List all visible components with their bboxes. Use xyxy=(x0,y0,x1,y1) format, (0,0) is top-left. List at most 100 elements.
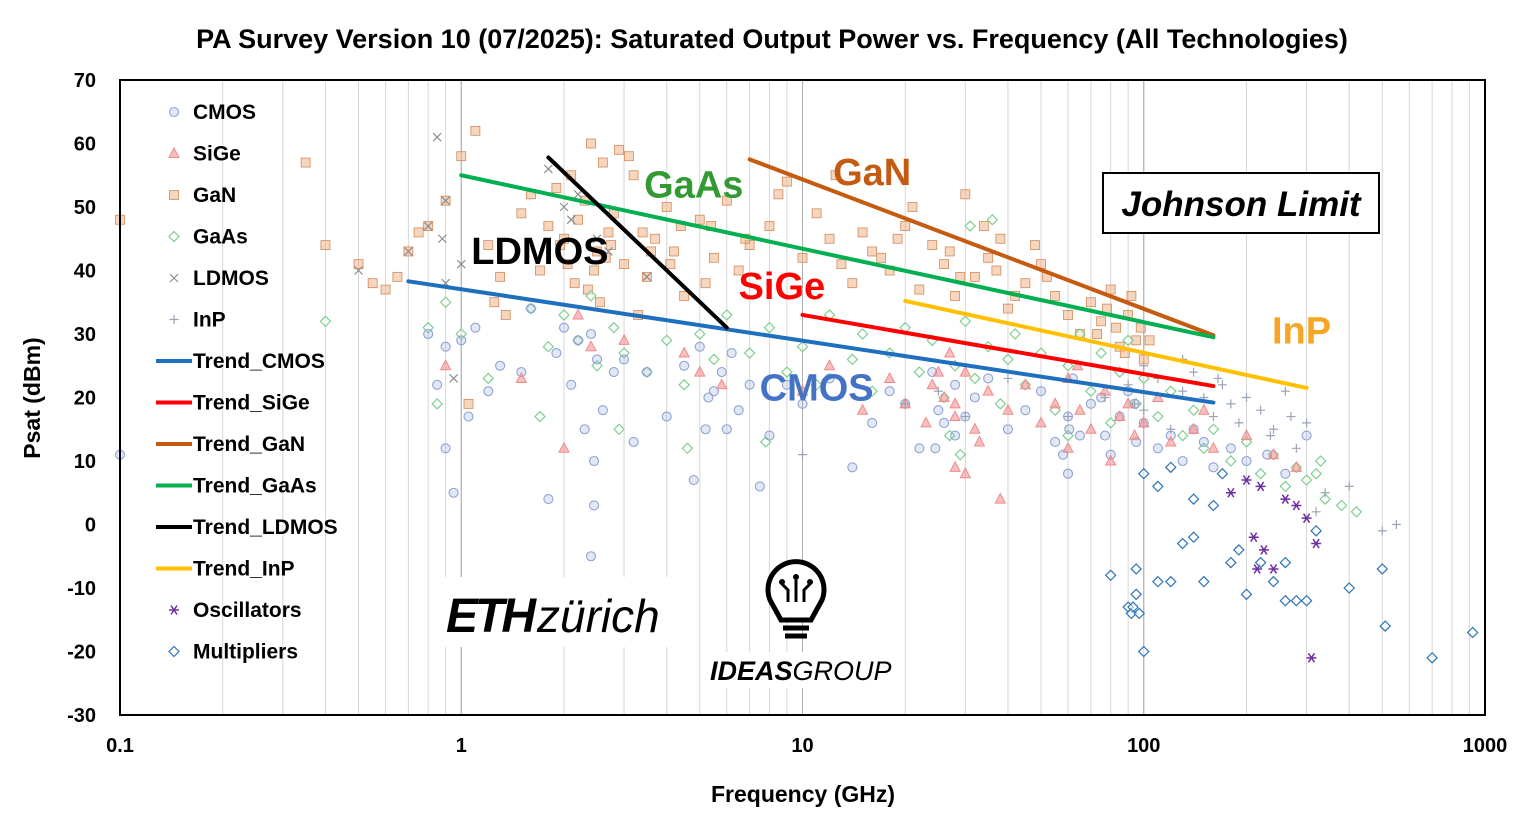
legend-label: InP xyxy=(193,309,226,332)
data-point xyxy=(1267,575,1280,588)
data-point xyxy=(619,354,630,365)
eth-logo: ETHzürich xyxy=(437,577,680,647)
data-point xyxy=(319,315,332,328)
data-point xyxy=(624,151,634,162)
data-point xyxy=(642,272,652,282)
data-point xyxy=(618,333,630,345)
series-ldmos xyxy=(354,132,652,383)
data-point xyxy=(423,221,433,231)
series-annotation: CMOS xyxy=(760,368,874,410)
data-point xyxy=(543,164,553,174)
x-tick-label: 1000 xyxy=(1463,735,1508,757)
data-point xyxy=(1050,290,1061,301)
data-point xyxy=(534,265,545,276)
data-point xyxy=(515,371,528,383)
data-point xyxy=(1111,322,1122,333)
y-axis-label: Psat (dBm) xyxy=(19,337,45,458)
data-point xyxy=(607,321,620,334)
data-point xyxy=(1133,607,1146,620)
data-point xyxy=(764,221,775,231)
legend-marker xyxy=(168,146,180,158)
series-gaas xyxy=(319,213,1363,518)
data-point xyxy=(846,353,859,366)
data-point xyxy=(693,328,706,340)
series-annotation: SiGe xyxy=(739,266,826,308)
data-point xyxy=(1240,429,1253,441)
data-point xyxy=(1049,397,1061,409)
data-point xyxy=(1100,393,1110,402)
data-point xyxy=(1207,499,1220,512)
data-point xyxy=(1176,429,1189,442)
x-tick-label: 0.1 xyxy=(106,735,134,757)
data-point xyxy=(1320,488,1330,498)
data-point xyxy=(960,189,971,200)
data-point xyxy=(694,341,705,352)
data-point xyxy=(1208,412,1218,422)
data-point xyxy=(1377,526,1387,536)
data-point xyxy=(1139,361,1149,371)
trend-line xyxy=(903,298,1309,390)
data-point xyxy=(1280,386,1290,396)
data-point xyxy=(650,233,661,244)
x-tick-label: 10 xyxy=(791,735,813,757)
data-point xyxy=(1002,403,1014,415)
data-point xyxy=(367,278,378,289)
data-point xyxy=(688,474,699,486)
data-point xyxy=(830,170,841,181)
data-point xyxy=(1198,436,1209,448)
data-point xyxy=(1126,290,1137,301)
data-point xyxy=(1074,430,1085,441)
data-point xyxy=(1197,575,1210,588)
data-point xyxy=(441,196,451,206)
data-point xyxy=(892,233,903,244)
data-point xyxy=(1130,588,1142,601)
data-point xyxy=(566,379,577,390)
legend-item: GaN xyxy=(169,184,236,207)
data-point xyxy=(495,360,506,371)
data-point xyxy=(811,208,822,219)
data-point xyxy=(1085,422,1097,434)
data-point xyxy=(1187,531,1200,544)
data-point xyxy=(579,424,590,435)
data-point xyxy=(470,125,481,136)
data-point xyxy=(589,500,600,511)
data-point xyxy=(867,417,878,428)
legend-label: Trend_GaAs xyxy=(193,475,317,498)
data-point xyxy=(1035,416,1047,428)
data-point xyxy=(797,398,808,409)
data-point xyxy=(969,271,980,282)
lightbulb-icon xyxy=(765,559,827,639)
data-point xyxy=(482,372,495,385)
data-point xyxy=(456,151,467,162)
data-point xyxy=(1256,405,1266,415)
data-point xyxy=(1213,373,1223,383)
data-point xyxy=(1241,475,1252,485)
legend-item: GaAs xyxy=(168,226,248,249)
data-point xyxy=(1176,537,1189,550)
y-tick-labels: 70 60 50 40 30 20 10 0 -10 -20 -30 xyxy=(67,70,96,727)
data-point xyxy=(613,423,625,436)
data-point xyxy=(320,240,331,251)
data-point xyxy=(1062,468,1074,479)
data-point xyxy=(950,430,961,441)
data-point xyxy=(558,309,570,321)
data-point xyxy=(1164,435,1177,447)
trend-line xyxy=(800,312,1216,389)
data-point xyxy=(591,354,603,365)
data-point xyxy=(1003,373,1013,383)
data-point xyxy=(1300,474,1313,486)
data-point xyxy=(1208,462,1219,473)
data-point xyxy=(1265,431,1275,441)
data-point xyxy=(991,265,1002,276)
data-point xyxy=(866,385,879,397)
data-point xyxy=(726,347,737,359)
data-point xyxy=(978,221,989,231)
data-point xyxy=(665,259,676,270)
data-point xyxy=(392,271,403,282)
data-point xyxy=(569,278,580,289)
x-tick-labels: 0.1 1 10 100 1000 xyxy=(106,735,1507,757)
x-tick-label: 1 xyxy=(456,735,467,757)
data-point xyxy=(973,435,986,447)
data-point xyxy=(1020,278,1031,289)
data-point xyxy=(1280,494,1291,505)
